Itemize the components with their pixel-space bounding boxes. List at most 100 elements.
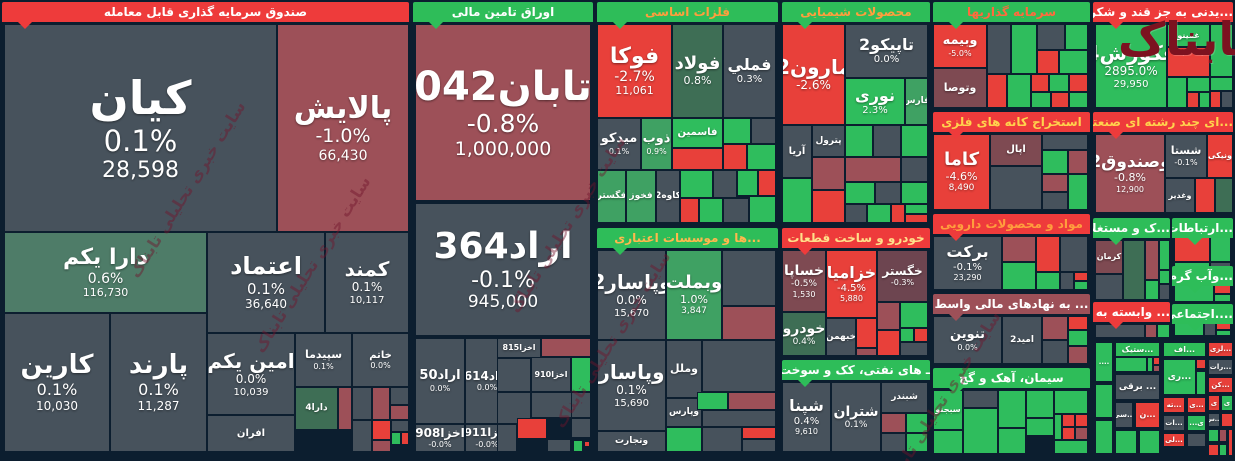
section-header-oil[interactable]: ـ های نفتی، کک و سوخت هسته ای (782, 360, 930, 380)
mosaic-tile[interactable] (1216, 330, 1231, 336)
mosaic-tile[interactable] (372, 387, 390, 420)
mosaic-tile[interactable] (749, 196, 776, 223)
mosaic-tile[interactable] (1210, 24, 1233, 77)
mosaic-tile[interactable] (1219, 429, 1227, 442)
mosaic-tile[interactable] (1147, 357, 1153, 372)
tile-ذوب[interactable]: ذوب 0.9% (641, 118, 672, 170)
tile-پارند[interactable]: پارند 0.1% 11,287 (110, 313, 207, 452)
tile-تاپیکو2[interactable]: تاپیکو2 0.0% (845, 24, 928, 78)
tile-وپاسار2[interactable]: وپاسار20.0%15,670 (597, 250, 666, 340)
section-header-metals[interactable]: فلزات اساسی (597, 2, 778, 22)
mosaic-tile[interactable] (1095, 420, 1113, 454)
mosaic-tile[interactable] (963, 390, 998, 408)
mosaic-tile[interactable] (1210, 77, 1233, 91)
mosaic-tile[interactable] (1026, 418, 1054, 436)
mosaic-tile[interactable] (905, 214, 928, 223)
section-header-mining[interactable]: استخراج کانه های فلزی (933, 112, 1090, 132)
mosaic-tile[interactable] (1075, 414, 1088, 427)
tile-...اف[interactable]: ...اف (1163, 342, 1206, 357)
mosaic-tile[interactable] (1068, 150, 1088, 174)
tile-امید2[interactable]: امید2 (1002, 316, 1042, 364)
section-header-utilities[interactable]: ...وآب گرم (1172, 266, 1233, 286)
mosaic-tile[interactable] (1187, 77, 1210, 92)
mosaic-tile[interactable] (990, 166, 1042, 210)
mosaic-tile[interactable] (875, 182, 901, 204)
tile-وغدیر[interactable]: وغدیر (1165, 178, 1195, 213)
mosaic-tile[interactable] (338, 387, 352, 430)
mosaic-tile[interactable] (352, 387, 372, 420)
tile-کاما[interactable]: کاما -4.6% 8,490 (933, 134, 990, 210)
tile-ونیکی[interactable]: ونیکی (1207, 134, 1233, 178)
tile-وبملت[interactable]: وبملت 1.0% 3,847 (666, 250, 722, 340)
mosaic-tile[interactable] (877, 302, 900, 330)
mosaic-tile[interactable] (751, 118, 776, 144)
mosaic-tile[interactable] (845, 182, 875, 204)
tile-وملل[interactable]: وملل (666, 340, 702, 398)
mosaic-tile[interactable] (1042, 340, 1068, 364)
mosaic-tile[interactable] (723, 144, 747, 170)
mosaic-tile[interactable] (1167, 47, 1210, 77)
mosaic-tile[interactable] (1199, 92, 1210, 108)
tile-...سی[interactable]: ...سی (1115, 402, 1133, 428)
tile-نوری[interactable]: نوری 2.3% (845, 78, 905, 125)
mosaic-tile[interactable] (900, 302, 928, 328)
mosaic-tile[interactable] (877, 330, 900, 356)
mosaic-tile[interactable] (1215, 178, 1233, 213)
mosaic-tile[interactable] (1031, 92, 1051, 108)
mosaic-tile[interactable] (1068, 316, 1088, 330)
tile-سبجنو[interactable]: سبجنو (933, 390, 963, 430)
mosaic-tile[interactable] (747, 144, 776, 170)
mosaic-tile[interactable] (541, 338, 591, 357)
section-header-multi-industry[interactable]: ...ای چند رشته ای صنعتی (1093, 112, 1233, 132)
tile-ی...[interactable]: ی... (1187, 415, 1206, 431)
mosaic-tile[interactable] (1037, 50, 1059, 74)
mosaic-tile[interactable] (1115, 430, 1137, 454)
tile-آریا[interactable]: آریا (782, 125, 812, 178)
mosaic-tile[interactable] (713, 170, 737, 198)
tile-فارس[interactable]: فارس (905, 78, 928, 125)
mosaic-tile[interactable] (1159, 284, 1170, 300)
tile-پترول[interactable]: پترول (812, 125, 845, 157)
section-header-auto[interactable]: خودرو و ساخت قطعات (782, 228, 930, 248)
mosaic-tile[interactable] (1196, 371, 1206, 395)
tile-اخزا908[interactable]: اخزا908 -0.0% (415, 424, 465, 452)
mosaic-tile[interactable] (845, 125, 873, 157)
mosaic-tile[interactable] (1204, 322, 1216, 336)
mosaic-tile[interactable] (401, 432, 409, 445)
mosaic-tile[interactable] (1208, 444, 1219, 456)
mosaic-tile[interactable] (372, 420, 391, 440)
mosaic-tile[interactable] (728, 392, 776, 410)
mosaic-tile[interactable] (1068, 346, 1088, 364)
mosaic-tile[interactable] (1042, 316, 1068, 340)
tile-میدکو[interactable]: میدکو 0.1% (597, 118, 641, 170)
mosaic-tile[interactable] (1054, 440, 1088, 454)
mosaic-tile[interactable] (680, 170, 713, 198)
mosaic-tile[interactable] (571, 418, 591, 438)
tile-خاتم[interactable]: خاتم 0.0% (352, 333, 409, 387)
section-header-telecom[interactable]: ...ارتباطات (1172, 218, 1233, 238)
mosaic-tile[interactable] (1060, 272, 1074, 290)
mosaic-tile[interactable] (1037, 24, 1065, 50)
section-header-food[interactable]: ...یدنی به جز قند و شکر (1093, 2, 1233, 22)
mosaic-tile[interactable] (881, 413, 906, 433)
tile-فملي[interactable]: فملي 0.3% (723, 24, 776, 118)
section-header-bonds[interactable]: اوراق تامین مالی (413, 2, 593, 22)
mosaic-tile[interactable] (497, 358, 531, 392)
mosaic-tile[interactable] (584, 441, 590, 447)
mosaic-tile[interactable] (1214, 294, 1231, 302)
tile-کاوه2[interactable]: کاوه2 (656, 170, 680, 223)
mosaic-tile[interactable] (1221, 413, 1233, 427)
mosaic-tile[interactable] (873, 125, 901, 157)
tile-تابان042[interactable]: تابان042 -0.8% 1,000,000 (415, 24, 591, 201)
mosaic-tile[interactable] (758, 170, 776, 196)
mosaic-tile[interactable] (1221, 91, 1233, 108)
tile-اراد50[interactable]: اراد50 0.0% (415, 338, 465, 424)
tile-...ستیک[interactable]: ...ستیک (1115, 342, 1160, 357)
tile-...ی[interactable]: ...ی (1187, 397, 1206, 413)
mosaic-tile[interactable] (1062, 427, 1075, 440)
mosaic-tile[interactable] (517, 418, 547, 439)
mosaic-tile[interactable] (390, 405, 409, 420)
tile-فخوز[interactable]: فخوز (626, 170, 656, 223)
tile-کیان[interactable]: کیان 0.1% 28,598 (4, 24, 277, 232)
mosaic-tile[interactable] (856, 348, 877, 356)
